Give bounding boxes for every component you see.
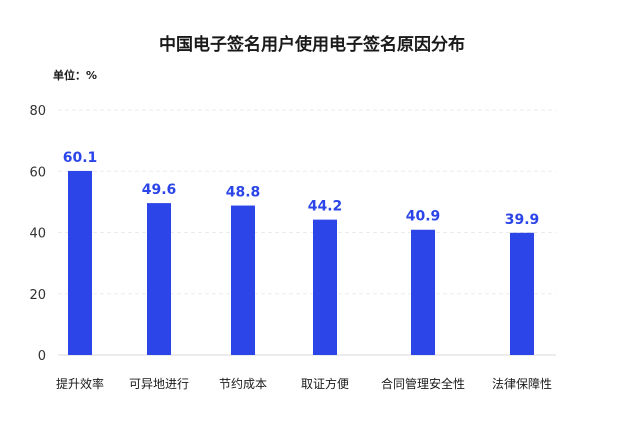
x-category-label: 提升效率 — [56, 376, 104, 391]
bar — [313, 219, 337, 355]
bar — [68, 170, 92, 355]
bar — [411, 229, 435, 355]
data-label: 49.6 — [142, 182, 177, 198]
data-label: 44.2 — [308, 199, 343, 215]
y-tick-label: 20 — [29, 288, 46, 303]
chart-title: 中国电子签名用户使用电子签名原因分布 — [159, 35, 465, 55]
x-category-label: 节约成本 — [219, 376, 267, 391]
data-label: 40.9 — [406, 209, 441, 225]
y-tick-label: 60 — [29, 165, 46, 180]
x-category-label: 法律保障性 — [492, 376, 552, 391]
y-tick-label: 0 — [38, 349, 46, 364]
data-label: 39.9 — [505, 212, 540, 228]
unit-label: 单位：% — [53, 69, 98, 82]
y-tick-label: 40 — [29, 227, 46, 242]
bar — [231, 205, 255, 355]
x-category-label: 取证方便 — [301, 376, 349, 391]
bar — [147, 203, 171, 355]
data-label: 48.8 — [226, 185, 261, 201]
data-label: 60.1 — [63, 150, 98, 166]
y-tick-label: 80 — [29, 104, 46, 119]
bar — [510, 232, 534, 355]
x-category-label: 可异地进行 — [129, 377, 189, 391]
x-category-label: 合同管理安全性 — [381, 376, 465, 391]
